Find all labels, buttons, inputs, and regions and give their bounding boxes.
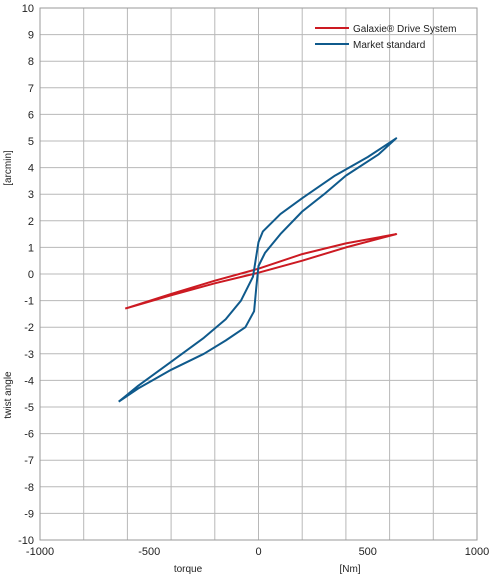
plot-frame [39,7,478,541]
y-tick-label: 4 [28,163,34,175]
legend: Galaxie® Drive System Market standard [315,24,457,51]
y-tick-label: -7 [24,455,34,467]
y-tick-label: -1 [24,296,34,308]
y-tick-label: -6 [24,429,34,441]
y-tick-label: 2 [28,216,34,228]
x-tick-label: 1000 [465,546,489,558]
y-tick-label: -10 [18,535,34,547]
legend-label-2: Market standard [353,40,425,51]
x-axis-unit: [Nm] [339,564,360,575]
y-tick-label: 8 [28,56,34,68]
x-tick-label: 0 [255,546,261,558]
y-tick-label: -4 [24,375,34,387]
y-tick-label: 9 [28,30,34,42]
y-tick-label: 10 [22,3,34,15]
y-tick-label: -2 [24,322,34,334]
y-axis-unit: [arcmin] [3,150,14,186]
series-line-1 [124,233,398,310]
y-tick-label: 0 [28,269,34,281]
x-tick-label: -1000 [26,546,54,558]
series-lines [118,137,398,403]
y-tick-label: -5 [24,402,34,414]
grid [39,7,478,541]
legend-label-1: Galaxie® Drive System [353,24,457,35]
x-tick-label: 500 [359,546,377,558]
y-tick-label: 6 [28,109,34,121]
y-tick-label: -3 [24,349,34,361]
y-tick-label: 5 [28,136,34,148]
y-tick-label: -9 [24,508,34,520]
x-axis-title: torque [174,564,203,575]
y-tick-label: -8 [24,482,34,494]
y-tick-label: 7 [28,83,34,95]
series-line-2 [118,137,398,403]
y-tick-label: 3 [28,189,34,201]
x-tick-label: -500 [138,546,160,558]
y-axis-title: twist angle [3,371,14,419]
y-tick-label: 1 [28,242,34,254]
